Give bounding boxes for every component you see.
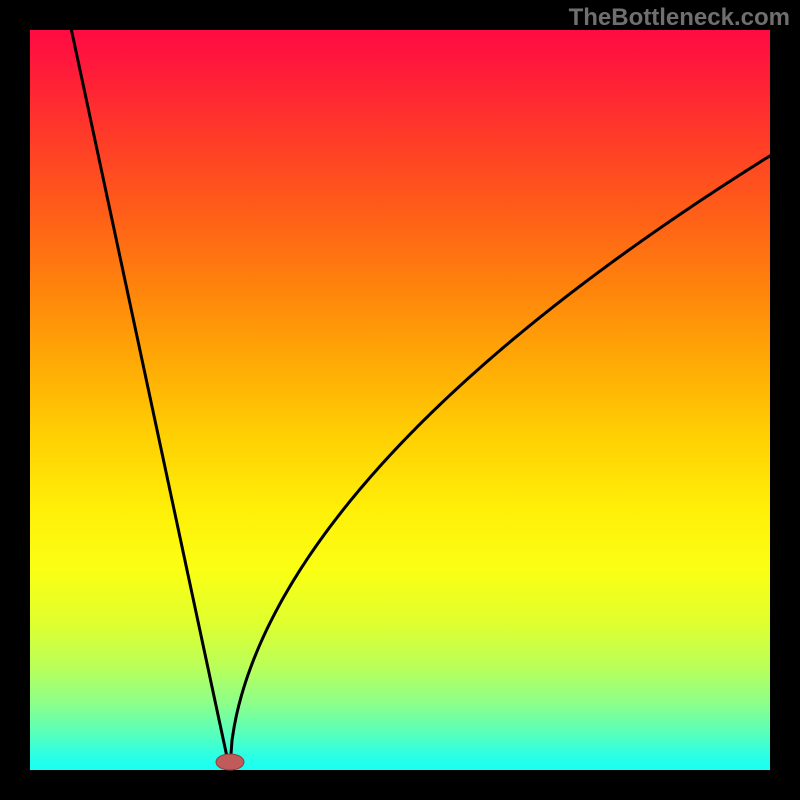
chart-container: TheBottleneck.com (0, 0, 800, 800)
watermark-text: TheBottleneck.com (569, 4, 790, 32)
optimal-point-marker (216, 754, 244, 770)
bottleneck-chart (0, 0, 800, 800)
plot-background (30, 30, 770, 770)
